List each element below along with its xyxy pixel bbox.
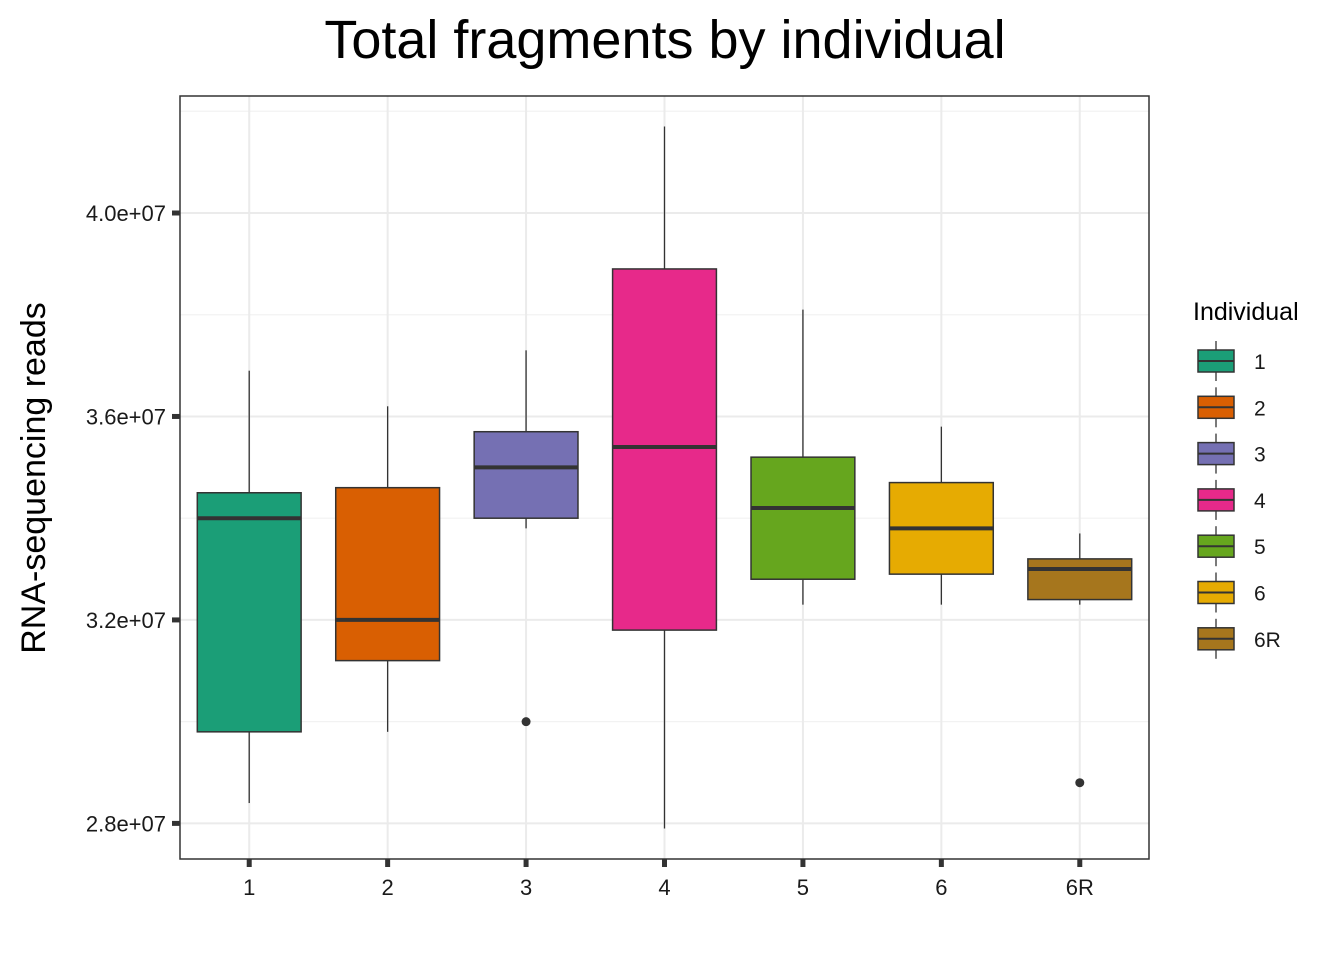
box-iqr [473, 430, 579, 519]
box-iqr [1027, 558, 1133, 601]
legend-label: 5 [1254, 536, 1266, 559]
box-iqr [334, 486, 441, 662]
legend-label: 6 [1254, 583, 1266, 606]
boxplot-2 [334, 406, 441, 732]
x-tick-label: 6 [935, 875, 947, 900]
x-tick-label: 3 [520, 875, 532, 900]
legend: Individual 1 2 3 4 5 6 6R [1193, 298, 1299, 659]
boxplot-3 [473, 350, 579, 727]
chart-title: Total fragments by individual [324, 10, 1005, 70]
boxplot-6 [888, 426, 995, 605]
x-tick-label: 4 [658, 875, 670, 900]
y-tick-label: 4.0e+07 [86, 201, 166, 226]
box-iqr [611, 268, 718, 631]
y-tick-label: 2.8e+07 [86, 811, 166, 836]
box-iqr [750, 456, 856, 580]
legend-item-6: 6 [1197, 572, 1266, 613]
legend-item-5: 5 [1197, 526, 1266, 567]
legend-label: 2 [1254, 397, 1266, 420]
boxplot-6R [1027, 533, 1133, 788]
box-iqr [196, 492, 302, 733]
legend-label: 4 [1254, 490, 1266, 513]
y-tick-label: 3.6e+07 [86, 404, 166, 429]
x-tick-label: 2 [382, 875, 394, 900]
legend-item-4: 4 [1197, 479, 1266, 520]
legend-label: 3 [1254, 444, 1266, 467]
legend-item-6R: 6R [1197, 618, 1281, 659]
legend-label: 6R [1254, 629, 1281, 652]
outlier-point [1075, 778, 1085, 788]
legend-item-3: 3 [1197, 433, 1266, 474]
y-tick-label: 3.2e+07 [86, 608, 166, 633]
legend-label: 1 [1254, 351, 1266, 374]
outlier-point [521, 717, 531, 727]
x-tick-label: 1 [243, 875, 255, 900]
boxplot-4 [611, 126, 718, 829]
x-tick-label: 5 [797, 875, 809, 900]
legend-item-2: 2 [1197, 387, 1266, 428]
legend-item-1: 1 [1197, 341, 1266, 381]
y-axis-label: RNA-sequencing reads [15, 302, 53, 654]
x-tick-label: 6R [1066, 875, 1094, 900]
axes: 2.8e+07 3.2e+07 3.6e+07 4.0e+07 1 2 3 4 5 6 6R [86, 201, 1094, 900]
boxplots [196, 126, 1133, 829]
legend-title: Individual [1193, 298, 1299, 326]
boxplot-5 [750, 309, 856, 605]
boxplot-1 [196, 370, 302, 804]
